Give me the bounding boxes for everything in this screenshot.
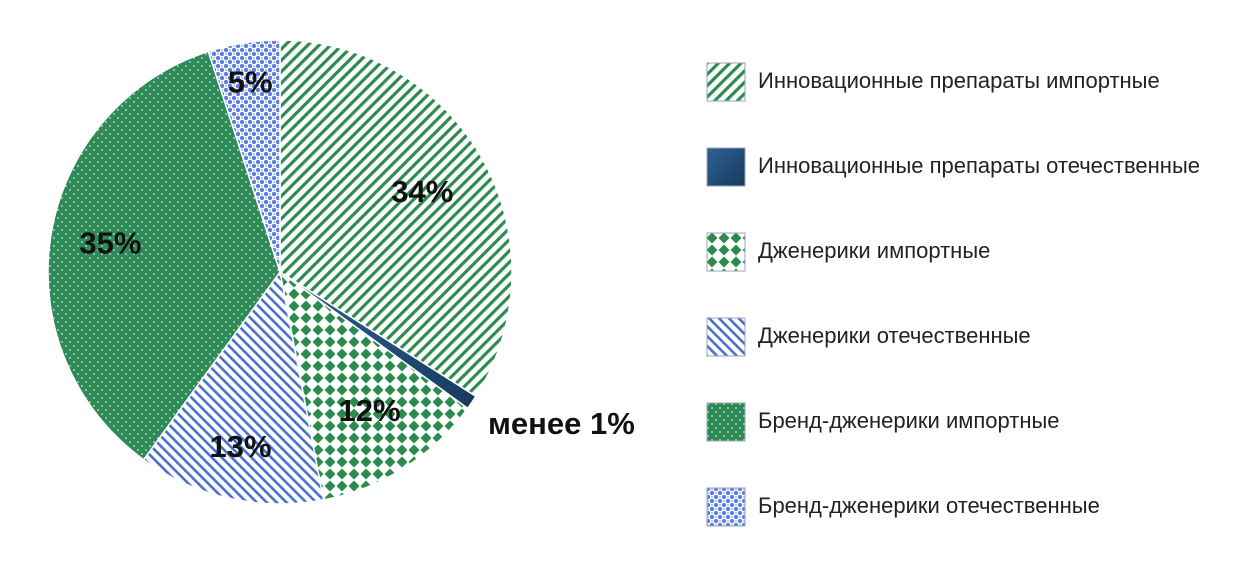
slice-data-label: 12% [338,393,400,428]
legend-label: Дженерики отечественные [758,323,1031,348]
slice-data-label: менее 1% [488,406,635,441]
legend-label: Бренд-дженерики отечественные [758,493,1100,518]
pie-slice [278,270,469,501]
legend-label: Инновационные препараты импортные [758,68,1160,93]
legend-item: Бренд-дженерики импортные [706,402,1251,487]
legend-label: Дженерики импортные [758,238,991,263]
legend-swatch [706,147,746,187]
legend: Инновационные препараты импортные Инновац… [706,62,1251,572]
legend-swatch [706,62,746,102]
pie-chart: 34% менее 1% 12% 13% 35% 5% [47,39,635,505]
legend-swatch [706,317,746,357]
pie-slice [207,39,281,273]
slice-data-label: 5% [228,64,273,99]
slice-data-label: 34% [391,174,453,209]
pie-slice [47,50,281,461]
legend-item: Инновационные препараты импортные [706,62,1251,147]
slice-data-label: 35% [79,225,141,260]
legend-swatch [706,232,746,272]
legend-item: Дженерики отечественные [706,317,1251,402]
pie-slice [279,39,513,398]
legend-item: Дженерики импортные [706,232,1251,317]
legend-swatch [706,402,746,442]
slice-data-label: 13% [209,429,271,464]
legend-swatch [706,487,746,527]
legend-label: Бренд-дженерики импортные [758,408,1060,433]
legend-item: Инновационные препараты отечественные [706,147,1251,232]
pie-slice [142,270,325,505]
legend-item: Бренд-дженерики отечественные [706,487,1251,572]
legend-label: Инновационные препараты отечественные [758,153,1201,178]
